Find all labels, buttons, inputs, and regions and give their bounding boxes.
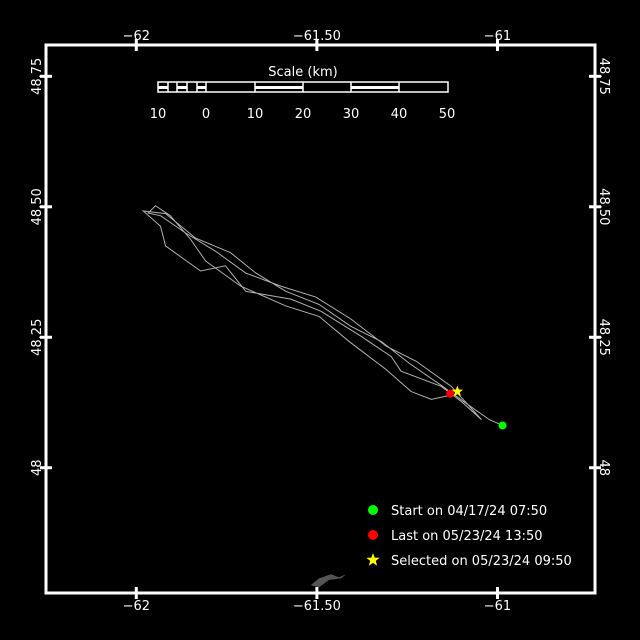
lon-tick-label: −61 — [484, 599, 511, 614]
start-legend-icon — [368, 505, 378, 515]
lat-tick-label: 48.25 — [30, 319, 45, 356]
scale-label: 50 — [439, 107, 456, 122]
lon-tick-label: −61.50 — [293, 599, 341, 614]
legend-selected: Selected on 05/23/24 09:50 — [391, 554, 572, 569]
start-marker — [498, 421, 507, 430]
legend-last: Last on 05/23/24 13:50 — [391, 529, 543, 544]
lat-tick-label: 48.75 — [30, 58, 45, 95]
lat-tick-label: 48 — [596, 459, 611, 476]
lat-tick-label: 48 — [30, 459, 45, 476]
scale-label: 10 — [150, 107, 167, 122]
map-frame — [44, 43, 597, 595]
scale-label: 40 — [391, 107, 408, 122]
legend-start: Start on 04/17/24 07:50 — [391, 504, 547, 519]
track-line — [141, 205, 503, 426]
selected-star-marker — [451, 385, 464, 397]
scale-label: 30 — [343, 107, 360, 122]
lat-tick-label: 48.50 — [30, 188, 45, 225]
scale-label: 10 — [247, 107, 264, 122]
land-shape — [310, 574, 347, 588]
lon-tick-label: −61.50 — [293, 29, 341, 44]
lon-tick-label: −61 — [484, 29, 511, 44]
legend: Start on 04/17/24 07:50 Last on 05/23/24… — [366, 504, 572, 569]
lat-tick-label: 48.50 — [596, 188, 611, 225]
scale-label: 0 — [202, 107, 210, 122]
lat-tick-label: 48.75 — [596, 58, 611, 95]
last-legend-icon — [368, 530, 378, 540]
lat-tick-label: 48.25 — [596, 319, 611, 356]
scale-bar: Scale (km) 10 0 10 20 30 40 50 — [150, 65, 456, 122]
scale-label: 20 — [295, 107, 312, 122]
scale-title: Scale (km) — [268, 65, 337, 80]
lon-tick-label: −62 — [123, 599, 150, 614]
star-legend-icon — [366, 553, 380, 566]
last-marker — [446, 389, 455, 398]
lon-tick-label: −62 — [123, 29, 150, 44]
